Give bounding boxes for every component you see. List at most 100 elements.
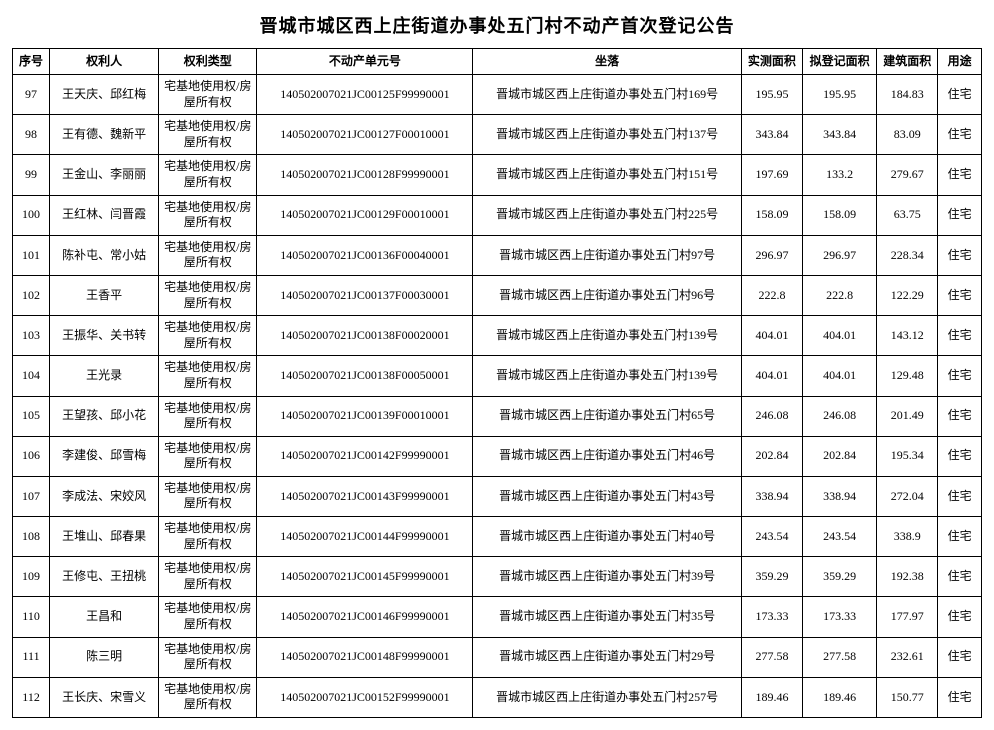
col-owner: 权利人: [50, 49, 159, 75]
cell-loc: 晋城市城区西上庄街道办事处五门村29号: [473, 637, 741, 677]
cell-a2: 359.29: [802, 557, 876, 597]
cell-a1: 243.54: [741, 517, 802, 557]
cell-a2: 202.84: [802, 436, 876, 476]
cell-a1: 197.69: [741, 155, 802, 195]
cell-loc: 晋城市城区西上庄街道办事处五门村225号: [473, 195, 741, 235]
cell-a3: 143.12: [877, 316, 938, 356]
cell-owner: 王红林、闫晋霞: [50, 195, 159, 235]
cell-a3: 232.61: [877, 637, 938, 677]
cell-type: 宅基地使用权/房屋所有权: [159, 235, 257, 275]
cell-a2: 133.2: [802, 155, 876, 195]
cell-a3: 177.97: [877, 597, 938, 637]
registry-table: 序号 权利人 权利类型 不动产单元号 坐落 实测面积 拟登记面积 建筑面积 用途…: [12, 48, 982, 718]
cell-a1: 296.97: [741, 235, 802, 275]
cell-loc: 晋城市城区西上庄街道办事处五门村137号: [473, 115, 741, 155]
table-row: 111陈三明宅基地使用权/房屋所有权140502007021JC00148F99…: [13, 637, 982, 677]
cell-type: 宅基地使用权/房屋所有权: [159, 356, 257, 396]
cell-a2: 189.46: [802, 677, 876, 717]
cell-seq: 98: [13, 115, 50, 155]
cell-use: 住宅: [938, 356, 982, 396]
table-row: 97王天庆、邱红梅宅基地使用权/房屋所有权140502007021JC00125…: [13, 75, 982, 115]
cell-a3: 184.83: [877, 75, 938, 115]
table-row: 104王光录宅基地使用权/房屋所有权140502007021JC00138F00…: [13, 356, 982, 396]
cell-use: 住宅: [938, 115, 982, 155]
cell-a3: 63.75: [877, 195, 938, 235]
col-a1: 实测面积: [741, 49, 802, 75]
cell-owner: 王振华、关书转: [50, 316, 159, 356]
cell-a1: 338.94: [741, 476, 802, 516]
cell-use: 住宅: [938, 75, 982, 115]
cell-use: 住宅: [938, 517, 982, 557]
cell-a2: 243.54: [802, 517, 876, 557]
cell-type: 宅基地使用权/房屋所有权: [159, 275, 257, 315]
cell-a1: 189.46: [741, 677, 802, 717]
table-row: 105王望孩、邱小花宅基地使用权/房屋所有权140502007021JC0013…: [13, 396, 982, 436]
cell-type: 宅基地使用权/房屋所有权: [159, 476, 257, 516]
cell-unit: 140502007021JC00138F00050001: [257, 356, 473, 396]
cell-a2: 158.09: [802, 195, 876, 235]
table-row: 107李成法、宋姣风宅基地使用权/房屋所有权140502007021JC0014…: [13, 476, 982, 516]
cell-unit: 140502007021JC00146F99990001: [257, 597, 473, 637]
cell-a3: 201.49: [877, 396, 938, 436]
cell-owner: 王修屯、王扭桃: [50, 557, 159, 597]
table-header-row: 序号 权利人 权利类型 不动产单元号 坐落 实测面积 拟登记面积 建筑面积 用途: [13, 49, 982, 75]
cell-seq: 103: [13, 316, 50, 356]
cell-loc: 晋城市城区西上庄街道办事处五门村151号: [473, 155, 741, 195]
col-seq: 序号: [13, 49, 50, 75]
cell-unit: 140502007021JC00138F00020001: [257, 316, 473, 356]
table-row: 106李建俊、邱雪梅宅基地使用权/房屋所有权140502007021JC0014…: [13, 436, 982, 476]
cell-a1: 195.95: [741, 75, 802, 115]
cell-owner: 王天庆、邱红梅: [50, 75, 159, 115]
cell-owner: 王堆山、邱春果: [50, 517, 159, 557]
col-a3: 建筑面积: [877, 49, 938, 75]
cell-owner: 王光录: [50, 356, 159, 396]
cell-owner: 李成法、宋姣风: [50, 476, 159, 516]
cell-seq: 102: [13, 275, 50, 315]
cell-seq: 111: [13, 637, 50, 677]
cell-unit: 140502007021JC00129F00010001: [257, 195, 473, 235]
cell-seq: 100: [13, 195, 50, 235]
cell-use: 住宅: [938, 275, 982, 315]
cell-a3: 192.38: [877, 557, 938, 597]
table-row: 110王昌和宅基地使用权/房屋所有权140502007021JC00146F99…: [13, 597, 982, 637]
cell-seq: 112: [13, 677, 50, 717]
cell-a3: 83.09: [877, 115, 938, 155]
cell-a2: 277.58: [802, 637, 876, 677]
cell-seq: 108: [13, 517, 50, 557]
cell-seq: 106: [13, 436, 50, 476]
col-loc: 坐落: [473, 49, 741, 75]
col-unit: 不动产单元号: [257, 49, 473, 75]
cell-type: 宅基地使用权/房屋所有权: [159, 75, 257, 115]
cell-loc: 晋城市城区西上庄街道办事处五门村35号: [473, 597, 741, 637]
cell-a1: 343.84: [741, 115, 802, 155]
cell-use: 住宅: [938, 155, 982, 195]
cell-a2: 404.01: [802, 356, 876, 396]
cell-seq: 105: [13, 396, 50, 436]
table-row: 102王香平宅基地使用权/房屋所有权140502007021JC00137F00…: [13, 275, 982, 315]
cell-a3: 228.34: [877, 235, 938, 275]
cell-owner: 李建俊、邱雪梅: [50, 436, 159, 476]
cell-a1: 404.01: [741, 316, 802, 356]
cell-owner: 陈补屯、常小姑: [50, 235, 159, 275]
cell-a1: 277.58: [741, 637, 802, 677]
cell-unit: 140502007021JC00137F00030001: [257, 275, 473, 315]
page-title: 晋城市城区西上庄街道办事处五门村不动产首次登记公告: [12, 12, 982, 38]
cell-loc: 晋城市城区西上庄街道办事处五门村96号: [473, 275, 741, 315]
cell-unit: 140502007021JC00148F99990001: [257, 637, 473, 677]
cell-a1: 404.01: [741, 356, 802, 396]
cell-loc: 晋城市城区西上庄街道办事处五门村46号: [473, 436, 741, 476]
cell-a2: 195.95: [802, 75, 876, 115]
cell-a1: 359.29: [741, 557, 802, 597]
cell-a1: 202.84: [741, 436, 802, 476]
cell-loc: 晋城市城区西上庄街道办事处五门村43号: [473, 476, 741, 516]
cell-a3: 272.04: [877, 476, 938, 516]
cell-type: 宅基地使用权/房屋所有权: [159, 195, 257, 235]
cell-owner: 王望孩、邱小花: [50, 396, 159, 436]
cell-unit: 140502007021JC00125F99990001: [257, 75, 473, 115]
cell-a1: 158.09: [741, 195, 802, 235]
cell-loc: 晋城市城区西上庄街道办事处五门村65号: [473, 396, 741, 436]
cell-owner: 王金山、李丽丽: [50, 155, 159, 195]
cell-type: 宅基地使用权/房屋所有权: [159, 597, 257, 637]
cell-a2: 246.08: [802, 396, 876, 436]
cell-use: 住宅: [938, 396, 982, 436]
